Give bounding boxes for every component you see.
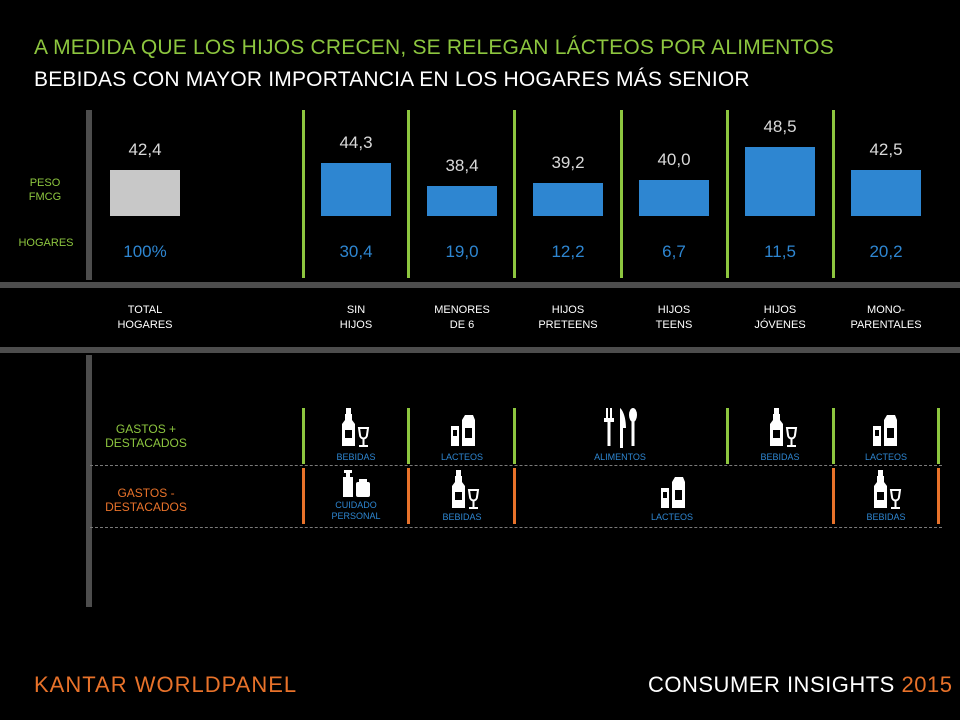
bar-value-label: 38,4 xyxy=(445,155,479,175)
divider-vertical-top xyxy=(86,110,92,280)
hogares-value-label: 30,4 xyxy=(339,242,373,261)
bar-total xyxy=(110,170,180,216)
category-label: HIJOS JÓVENES xyxy=(730,303,830,333)
category-label-line: MENORES xyxy=(434,304,490,316)
separator-green xyxy=(302,110,305,278)
category-label-line: DE 6 xyxy=(449,319,475,331)
separator-green xyxy=(832,110,835,278)
category-label-line: SIN xyxy=(346,304,366,316)
category-label-line: HIJOS xyxy=(551,304,585,316)
category-label: MONO- PARENTALES xyxy=(836,303,936,333)
separator-orange-lower xyxy=(832,468,835,524)
category-label: MENORES DE 6 xyxy=(412,303,512,333)
row-label-gastos-minus: GASTOS - DESTACADOS xyxy=(105,486,187,514)
category-label-line: TEENS xyxy=(655,319,693,331)
category-label-line: MONO- xyxy=(867,304,905,316)
separator-orange-lower xyxy=(302,468,305,524)
bar-segment xyxy=(533,182,603,216)
consumer-insights-text: CONSUMER INSIGHTS xyxy=(648,672,895,697)
hogares-value-label: 100% xyxy=(123,242,167,261)
bar-value-label: 42,4 xyxy=(128,140,162,160)
row-label-peso-fmcg: PESO FMCG xyxy=(28,177,62,203)
cutlery-icon xyxy=(604,408,637,448)
category-label: TOTAL HOGARES xyxy=(95,303,195,333)
hogares-value-label: 6,7 xyxy=(662,242,686,261)
divider-horizontal-1 xyxy=(0,282,960,288)
bar-segment xyxy=(321,163,391,216)
category-label: HIJOS TEENS xyxy=(624,303,724,333)
hogares-value-label: 12,2 xyxy=(551,242,585,261)
divider-horizontal-2 xyxy=(0,347,960,353)
title-line-1: A MEDIDA QUE LOS HIJOS CRECEN, SE RELEGA… xyxy=(34,36,834,59)
category-label-line: JÓVENES xyxy=(754,319,806,331)
separator-green xyxy=(407,110,410,278)
gastos-plus-label: LACTEOS xyxy=(864,452,907,462)
separator-green xyxy=(513,110,516,278)
title-line-2: BEBIDAS CON MAYOR IMPORTANCIA EN LOS HOG… xyxy=(34,68,750,91)
separator-orange-lower xyxy=(937,468,940,524)
gastos-plus-label: ALIMENTOS xyxy=(594,452,646,462)
separator-green-lower xyxy=(407,408,410,464)
category-label-line: HIJOS xyxy=(339,319,373,331)
category-label-line: PARENTALES xyxy=(850,319,922,331)
separator-green-lower xyxy=(302,408,305,464)
hogares-value-label: 11,5 xyxy=(764,242,796,261)
category-label-line: TOTAL xyxy=(127,304,163,316)
consumer-insights-logo: CONSUMER INSIGHTS 2015 xyxy=(648,672,952,698)
separator-green xyxy=(726,110,729,278)
bottle-glass-icon xyxy=(874,470,902,509)
milk-carton-icon xyxy=(661,477,685,508)
row-label-hogares: HOGARES xyxy=(18,237,74,249)
gastos-minus-label: LACTEOS xyxy=(650,512,693,522)
separator-green-lower xyxy=(937,408,940,464)
consumer-insights-year: 2015 xyxy=(901,672,953,697)
personal-care-icon xyxy=(343,470,370,497)
divider-vertical-bottom xyxy=(86,355,92,607)
bar-segment xyxy=(745,147,815,216)
dashed-line-2 xyxy=(90,527,942,528)
hogares-value-label: 19,0 xyxy=(445,242,479,261)
gastos-minus-label: CUIDADO PERSONAL xyxy=(331,500,381,521)
hogares-value-label: 20,2 xyxy=(869,242,903,261)
gastos-plus-label: BEBIDAS xyxy=(760,452,800,462)
bottle-glass-icon xyxy=(770,408,798,447)
bar-value-label: 40,0 xyxy=(657,149,691,169)
separator-green xyxy=(620,110,623,278)
separator-green-lower xyxy=(726,408,729,464)
category-label-line: HIJOS xyxy=(763,304,797,316)
kantar-worldpanel-logo: KANTAR WORLDPANEL xyxy=(34,672,298,697)
bottle-glass-icon xyxy=(342,408,370,447)
bar-value-label: 39,2 xyxy=(551,152,585,172)
gastos-minus-label: BEBIDAS xyxy=(866,512,906,522)
category-label: SIN HIJOS xyxy=(306,303,406,333)
category-label-line: PRETEENS xyxy=(538,319,598,331)
separator-orange-lower xyxy=(407,468,410,524)
bar-segment xyxy=(639,179,709,216)
row-label-gastos-plus: GASTOS + DESTACADOS xyxy=(105,422,187,450)
bar-value-label: 44,3 xyxy=(339,133,373,153)
gastos-plus-label: BEBIDAS xyxy=(336,452,376,462)
bottle-glass-icon xyxy=(452,470,480,509)
dashed-line-1 xyxy=(90,465,942,466)
bar-segment xyxy=(851,170,921,216)
separator-orange-lower xyxy=(513,468,516,524)
category-label: HIJOS PRETEENS xyxy=(518,303,618,333)
bar-value-label: 48,5 xyxy=(763,117,797,137)
gastos-plus-label: LACTEOS xyxy=(440,452,483,462)
separator-green-lower xyxy=(513,408,516,464)
bar-value-label: 42,5 xyxy=(869,140,903,160)
gastos-minus-label: BEBIDAS xyxy=(442,512,482,522)
category-label-line: HOGARES xyxy=(117,319,173,331)
separator-green-lower xyxy=(832,408,835,464)
bar-segment xyxy=(427,185,497,216)
milk-carton-icon xyxy=(451,415,475,446)
category-label-line: HIJOS xyxy=(657,304,691,316)
milk-carton-icon xyxy=(873,415,897,446)
